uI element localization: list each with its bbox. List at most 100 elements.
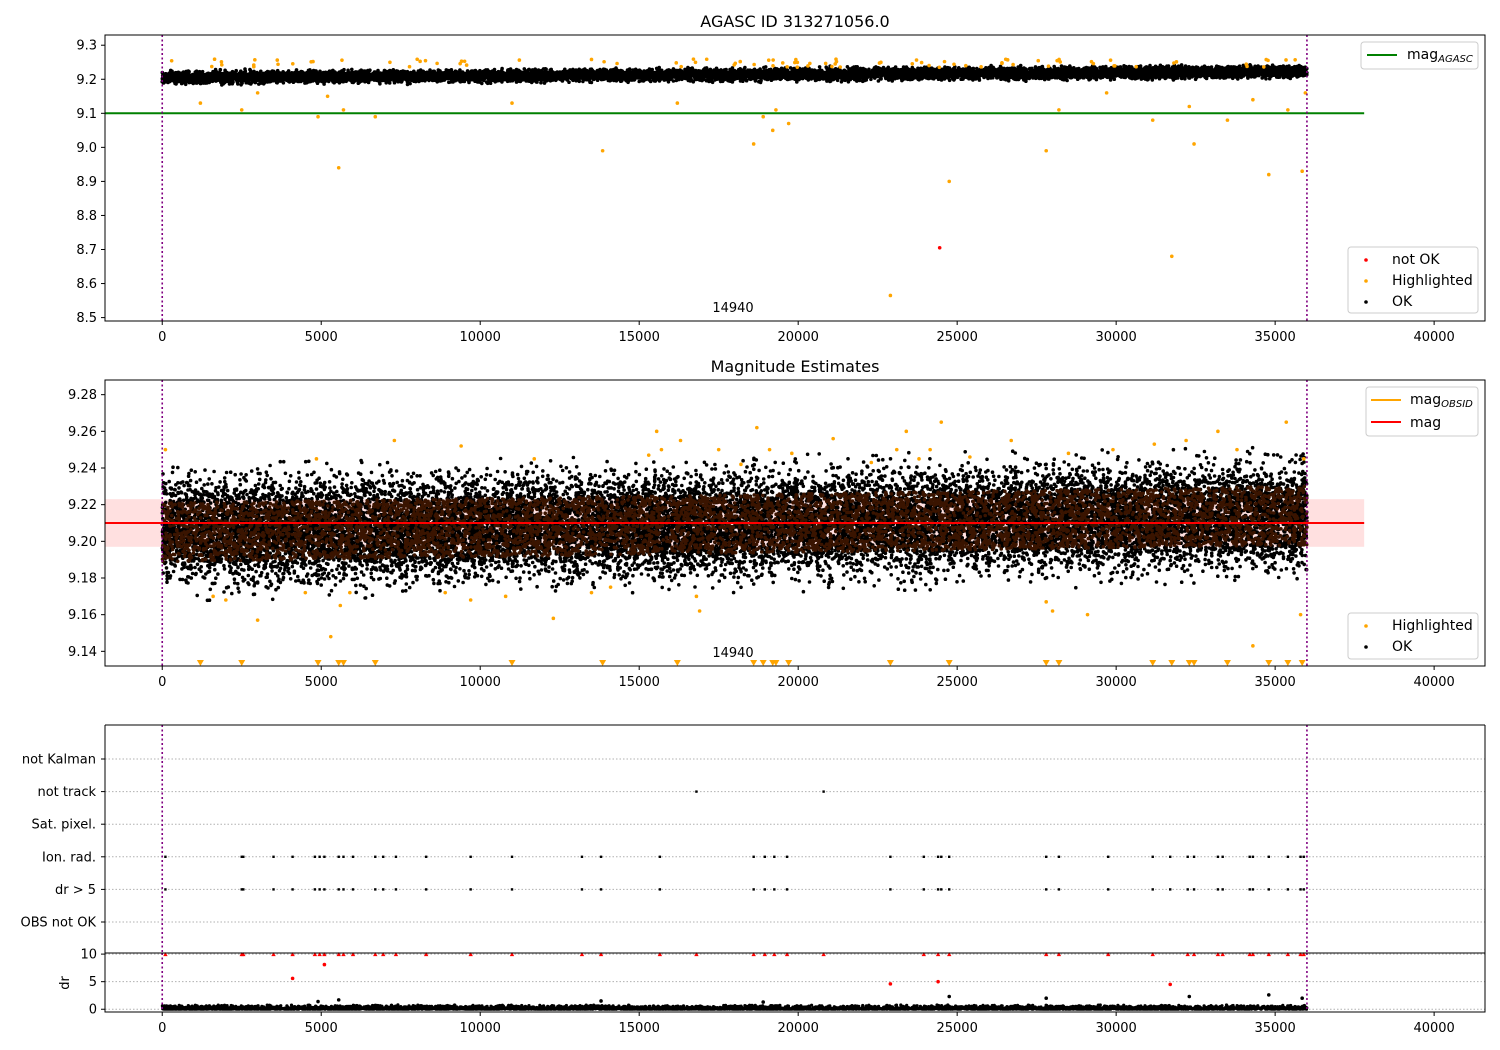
flag-marker <box>164 855 167 858</box>
flag-marker <box>1216 855 1220 858</box>
dr-capped-marker <box>317 952 322 957</box>
highlighted-below-axis-marker <box>750 660 758 666</box>
highlighted-point <box>615 61 619 66</box>
flag-marker <box>752 855 755 858</box>
flag-category-label: Sat. pixel. <box>32 818 96 833</box>
legend-highlighted-marker-2 <box>1364 624 1368 628</box>
highlighted-point <box>459 59 464 64</box>
flag-marker <box>510 888 514 891</box>
dr-ok-outlier <box>1044 996 1048 1001</box>
flags-panel: not Kalman not track Sat. pixel. Ion. rad. d… <box>21 724 1486 953</box>
highlighted-point <box>1112 64 1116 68</box>
dr-capped-marker <box>1250 952 1256 957</box>
flag-marker <box>922 855 925 858</box>
highlighted-point <box>1169 254 1174 259</box>
flag-marker <box>323 855 326 858</box>
flag-marker <box>1302 888 1305 891</box>
highlighted-point <box>1174 60 1179 64</box>
highlighted-point <box>767 447 772 452</box>
flag-marker <box>1299 855 1302 858</box>
x-tick-label: 10000 <box>460 1021 501 1036</box>
highlighted-below-axis-marker <box>1042 660 1050 666</box>
dr-capped-marker <box>271 952 276 957</box>
highlighted-point <box>755 425 759 430</box>
x-tick-label: 10000 <box>460 675 501 690</box>
legend-mag-agasc-label: magAGASC <box>1407 47 1473 65</box>
x-tick-label: 40000 <box>1413 675 1454 690</box>
highlighted-point <box>517 58 522 62</box>
flag-marker <box>1302 855 1305 858</box>
dr-capped-marker <box>1298 952 1303 957</box>
highlighted-point <box>697 609 702 613</box>
agasc-status-legend: not OK Highlighted OK <box>1347 246 1479 314</box>
flag-marker <box>1248 855 1251 858</box>
flag-marker <box>1057 855 1061 858</box>
dr-capped-marker <box>1106 952 1111 957</box>
estimates-obsid-label: 14940 <box>712 646 753 661</box>
flag-marker <box>240 888 243 891</box>
highlighted-point <box>338 603 343 608</box>
highlighted-point <box>795 60 800 65</box>
y-tick-label: 9.20 <box>68 535 97 550</box>
flag-marker <box>1299 888 1302 891</box>
dr-capped-marker <box>468 952 473 957</box>
highlighted-point <box>1091 61 1096 66</box>
legend-not-ok-marker <box>1364 258 1368 262</box>
x-tick-label: 40000 <box>1413 330 1454 345</box>
x-tick-label: 25000 <box>936 675 977 690</box>
flag-marker <box>337 855 340 858</box>
highlighted-point <box>551 616 556 621</box>
agasc-magnitude-panel: AGASC ID 313271056.0 0 5000 10000 15000 2000… <box>76 12 1486 345</box>
highlighted-point <box>1298 612 1303 617</box>
flag-marker <box>394 855 398 858</box>
x-tick-label: 15000 <box>619 1021 660 1036</box>
highlighted-point <box>752 62 756 67</box>
flag-marker <box>323 888 326 891</box>
dr-capped-marker <box>336 952 341 957</box>
dr-panel: 0 5000 10000 15000 20000 25000 30000 35000 40000… <box>58 948 1486 1036</box>
highlighted-point <box>1284 420 1289 424</box>
highlighted-point <box>1057 108 1061 112</box>
highlighted-point <box>939 420 944 424</box>
highlighted-point <box>309 59 313 64</box>
highlighted-point <box>303 590 308 595</box>
flag-category-label: Ion. rad. <box>42 850 96 865</box>
highlighted-point <box>602 59 606 64</box>
highlighted-point <box>252 64 256 69</box>
highlighted-point <box>830 64 834 69</box>
highlighted-below-axis-marker <box>1223 660 1231 666</box>
flag-marker <box>1216 888 1220 891</box>
highlighted-point <box>1184 438 1188 443</box>
highlighted-point <box>468 598 473 602</box>
highlighted-point <box>212 57 217 61</box>
highlighted-point <box>766 58 771 62</box>
flag-marker <box>1267 855 1270 858</box>
dr-capped-marker <box>1285 952 1291 957</box>
y-tick-label: 8.7 <box>76 243 97 258</box>
dr-capped-marker <box>598 952 604 957</box>
flag-marker <box>424 888 428 891</box>
x-tick-label: 5000 <box>305 675 338 690</box>
dr-capped-marker <box>579 952 585 957</box>
dr-ok-outlier <box>1187 994 1192 999</box>
dr-high-point <box>322 962 327 967</box>
highlighted-point <box>253 58 257 62</box>
highlighted-point <box>341 108 346 112</box>
dr-axes-frame <box>104 952 1486 1013</box>
highlighted-point <box>1216 429 1220 434</box>
flag-marker <box>1251 888 1255 891</box>
highlighted-point <box>1284 58 1288 62</box>
highlighted-point <box>608 585 613 589</box>
flag-marker <box>1248 888 1251 891</box>
highlighted-point <box>739 462 743 467</box>
highlighted-point <box>1150 118 1155 122</box>
highlighted-point <box>751 142 756 146</box>
dr-capped-marker <box>657 952 663 957</box>
dr-capped-marker <box>1185 952 1190 957</box>
highlighted-point <box>910 61 915 66</box>
dr-ok-outlier <box>761 1000 766 1004</box>
highlighted-point <box>532 457 537 461</box>
legend-ok-label: OK <box>1392 294 1413 310</box>
highlighted-point <box>169 59 174 63</box>
magnitude-estimates-panel: Magnitude Estimates 0 5000 10000 15000 20000… <box>68 357 1486 690</box>
